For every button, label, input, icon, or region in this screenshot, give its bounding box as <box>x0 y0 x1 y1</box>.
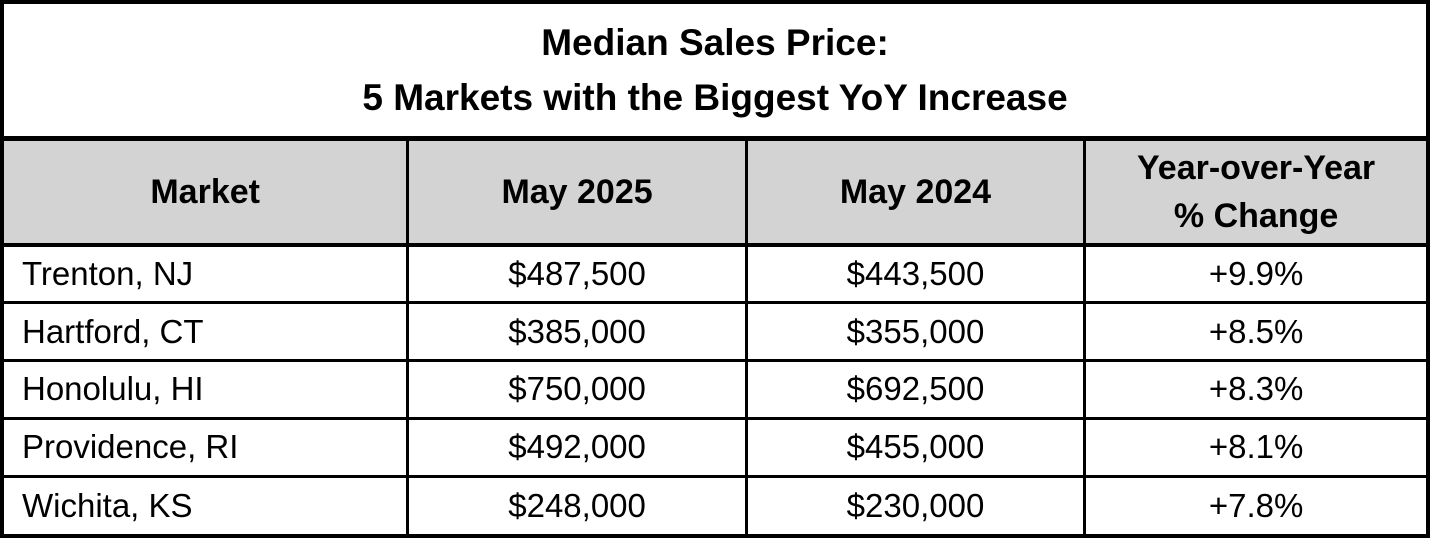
may-2025-cell: $750,000 <box>406 359 748 420</box>
column-header-market: Market <box>4 141 410 247</box>
market-cell: Hartford, CT <box>4 301 410 363</box>
table-row: Honolulu, HI $750,000 $692,500 +8.3% <box>4 359 1426 420</box>
may-2024-cell: $443,500 <box>744 243 1087 305</box>
table-row: Trenton, NJ $487,500 $443,500 +9.9% <box>4 243 1426 305</box>
table-header-row: Market May 2025 May 2024 Year-over-Year … <box>4 141 1426 247</box>
column-header-may-2024: May 2024 <box>744 141 1087 247</box>
may-2025-cell: $248,000 <box>406 474 748 534</box>
yoy-change-cell: +9.9% <box>1083 243 1426 305</box>
yoy-change-cell: +8.1% <box>1083 416 1426 478</box>
column-header-may-2025: May 2025 <box>406 141 748 247</box>
yoy-change-cell: +8.5% <box>1083 301 1426 363</box>
market-cell: Trenton, NJ <box>4 243 410 305</box>
may-2025-cell: $385,000 <box>406 301 748 363</box>
table-title-block: Median Sales Price: 5 Markets with the B… <box>4 4 1426 141</box>
column-header-yoy-change: Year-over-Year % Change <box>1083 141 1426 247</box>
table-row: Hartford, CT $385,000 $355,000 +8.5% <box>4 301 1426 363</box>
may-2024-cell: $230,000 <box>744 474 1087 534</box>
table-row: Providence, RI $492,000 $455,000 +8.1% <box>4 416 1426 478</box>
markets-table: Market May 2025 May 2024 Year-over-Year … <box>4 141 1426 534</box>
may-2025-cell: $487,500 <box>406 243 748 305</box>
yoy-change-cell: +8.3% <box>1083 359 1426 420</box>
may-2024-cell: $455,000 <box>744 416 1087 478</box>
table-row: Wichita, KS $248,000 $230,000 +7.8% <box>4 474 1426 534</box>
market-cell: Honolulu, HI <box>4 359 410 420</box>
may-2024-cell: $355,000 <box>744 301 1087 363</box>
may-2024-cell: $692,500 <box>744 359 1087 420</box>
table-title-line-2: 5 Markets with the Biggest YoY Increase <box>362 77 1068 118</box>
table-title-line-1: Median Sales Price: <box>541 22 889 63</box>
market-cell: Providence, RI <box>4 416 410 478</box>
may-2025-cell: $492,000 <box>406 416 748 478</box>
yoy-change-cell: +7.8% <box>1083 474 1426 534</box>
market-cell: Wichita, KS <box>4 474 410 534</box>
